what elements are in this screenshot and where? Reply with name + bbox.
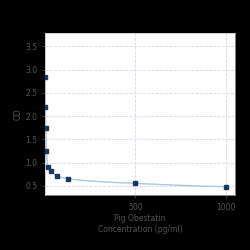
Y-axis label: OD: OD <box>14 108 22 120</box>
X-axis label: Pig Obestatin
Concentration (pg/ml): Pig Obestatin Concentration (pg/ml) <box>98 214 182 234</box>
